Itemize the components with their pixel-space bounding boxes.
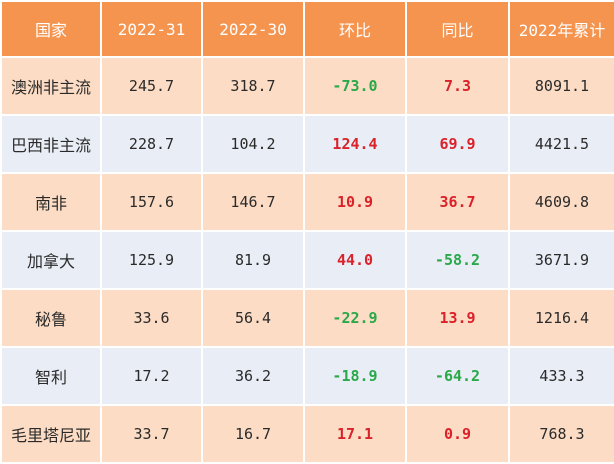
week-on-week-cell: -22.9 [303, 288, 407, 348]
table-row: 加拿大 125.9 81.9 44.0 -58.2 3671.9 [0, 230, 614, 290]
country-cell: 巴西非主流 [0, 114, 102, 174]
table-row: 澳洲非主流 245.7 318.7 -73.0 7.3 8091.1 [0, 56, 614, 116]
week-30-cell: 318.7 [201, 56, 305, 116]
country-cell: 加拿大 [0, 230, 102, 290]
year-on-year-cell: 36.7 [405, 172, 510, 232]
week-on-week-cell: -73.0 [303, 56, 407, 116]
header-week-30: 2022-30 [201, 0, 305, 58]
header-country: 国家 [0, 0, 102, 58]
week-on-week-cell: 10.9 [303, 172, 407, 232]
table-row: 秘鲁 33.6 56.4 -22.9 13.9 1216.4 [0, 288, 614, 348]
week-31-cell: 33.6 [100, 288, 203, 348]
week-31-cell: 228.7 [100, 114, 203, 174]
year-on-year-cell: -58.2 [405, 230, 510, 290]
ytd-total-cell: 433.3 [508, 346, 614, 406]
country-cell: 南非 [0, 172, 102, 232]
week-30-cell: 81.9 [201, 230, 305, 290]
week-31-cell: 245.7 [100, 56, 203, 116]
table-row: 南非 157.6 146.7 10.9 36.7 4609.8 [0, 172, 614, 232]
country-cell: 智利 [0, 346, 102, 406]
week-31-cell: 17.2 [100, 346, 203, 406]
ytd-total-cell: 1216.4 [508, 288, 614, 348]
country-cell: 毛里塔尼亚 [0, 404, 102, 464]
week-30-cell: 104.2 [201, 114, 305, 174]
week-31-cell: 33.7 [100, 404, 203, 464]
ytd-total-cell: 8091.1 [508, 56, 614, 116]
year-on-year-cell: 0.9 [405, 404, 510, 464]
header-year-on-year: 同比 [405, 0, 510, 58]
header-ytd-total: 2022年累计 [508, 0, 614, 58]
country-cell: 澳洲非主流 [0, 56, 102, 116]
week-on-week-cell: -18.9 [303, 346, 407, 406]
header-row: 国家 2022-31 2022-30 环比 同比 2022年累计 [0, 0, 614, 58]
week-on-week-cell: 17.1 [303, 404, 407, 464]
year-on-year-cell: -64.2 [405, 346, 510, 406]
week-30-cell: 36.2 [201, 346, 305, 406]
week-30-cell: 56.4 [201, 288, 305, 348]
week-30-cell: 16.7 [201, 404, 305, 464]
year-on-year-cell: 7.3 [405, 56, 510, 116]
table-row: 智利 17.2 36.2 -18.9 -64.2 433.3 [0, 346, 614, 406]
week-on-week-cell: 44.0 [303, 230, 407, 290]
year-on-year-cell: 13.9 [405, 288, 510, 348]
week-31-cell: 157.6 [100, 172, 203, 232]
header-week-on-week: 环比 [303, 0, 407, 58]
ytd-total-cell: 4609.8 [508, 172, 614, 232]
year-on-year-cell: 69.9 [405, 114, 510, 174]
header-week-31: 2022-31 [100, 0, 203, 58]
week-31-cell: 125.9 [100, 230, 203, 290]
table-row: 巴西非主流 228.7 104.2 124.4 69.9 4421.5 [0, 114, 614, 174]
week-30-cell: 146.7 [201, 172, 305, 232]
ytd-total-cell: 3671.9 [508, 230, 614, 290]
ytd-total-cell: 768.3 [508, 404, 614, 464]
table-row: 毛里塔尼亚 33.7 16.7 17.1 0.9 768.3 [0, 404, 614, 464]
ytd-total-cell: 4421.5 [508, 114, 614, 174]
week-on-week-cell: 124.4 [303, 114, 407, 174]
country-cell: 秘鲁 [0, 288, 102, 348]
